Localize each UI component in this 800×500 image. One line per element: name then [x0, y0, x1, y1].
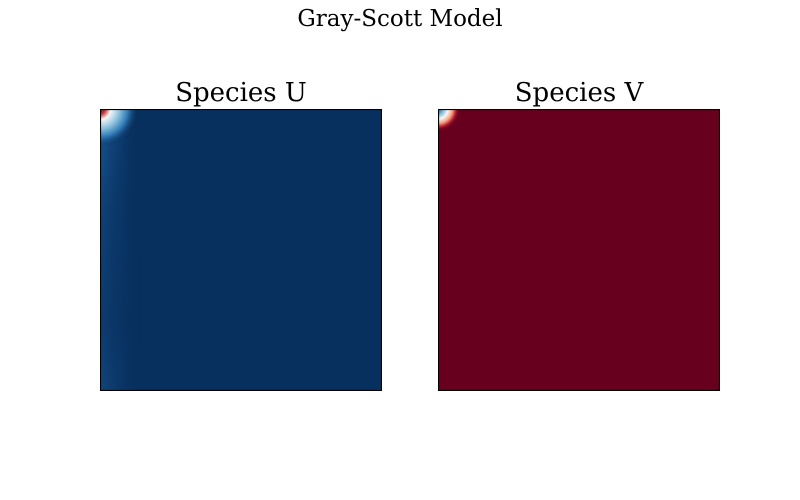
- figure-title: Gray-Scott Model: [297, 6, 503, 32]
- species-u-heatmap: [100, 109, 382, 391]
- species-v-corner-spot: [438, 109, 468, 139]
- species-v-field: [438, 109, 720, 391]
- species-u-frame: [100, 109, 382, 391]
- species-v-heatmap: [438, 109, 720, 391]
- species-v-frame: [438, 109, 720, 391]
- species-u-corner-peak: [100, 109, 160, 169]
- species-u-title: Species U: [175, 78, 307, 108]
- species-v-title: Species V: [514, 78, 644, 108]
